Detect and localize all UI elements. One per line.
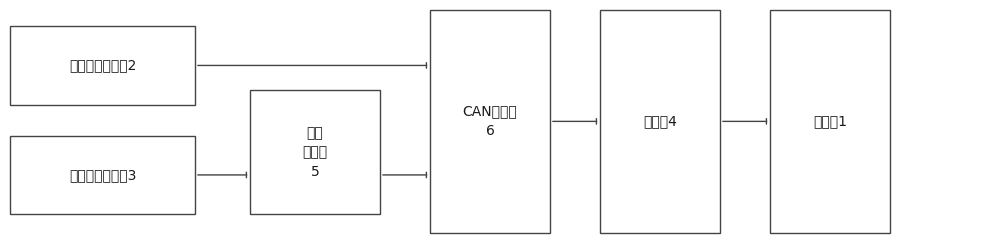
Bar (430, 10, 550, 233)
Text: 车身
控制器
5: 车身 控制器 5 (302, 126, 328, 179)
Bar (600, 10, 720, 233)
Bar (10, 136, 195, 214)
Bar (250, 90, 380, 214)
Text: 手刹状态感应器2: 手刹状态感应器2 (69, 59, 136, 72)
Text: 油门踏板感应器3: 油门踏板感应器3 (69, 168, 136, 182)
Text: 主控器4: 主控器4 (643, 114, 677, 128)
Text: 提示器1: 提示器1 (813, 114, 847, 128)
Bar (10, 26, 195, 105)
Bar (770, 10, 890, 233)
Text: CAN收发器
6: CAN收发器 6 (463, 105, 517, 138)
